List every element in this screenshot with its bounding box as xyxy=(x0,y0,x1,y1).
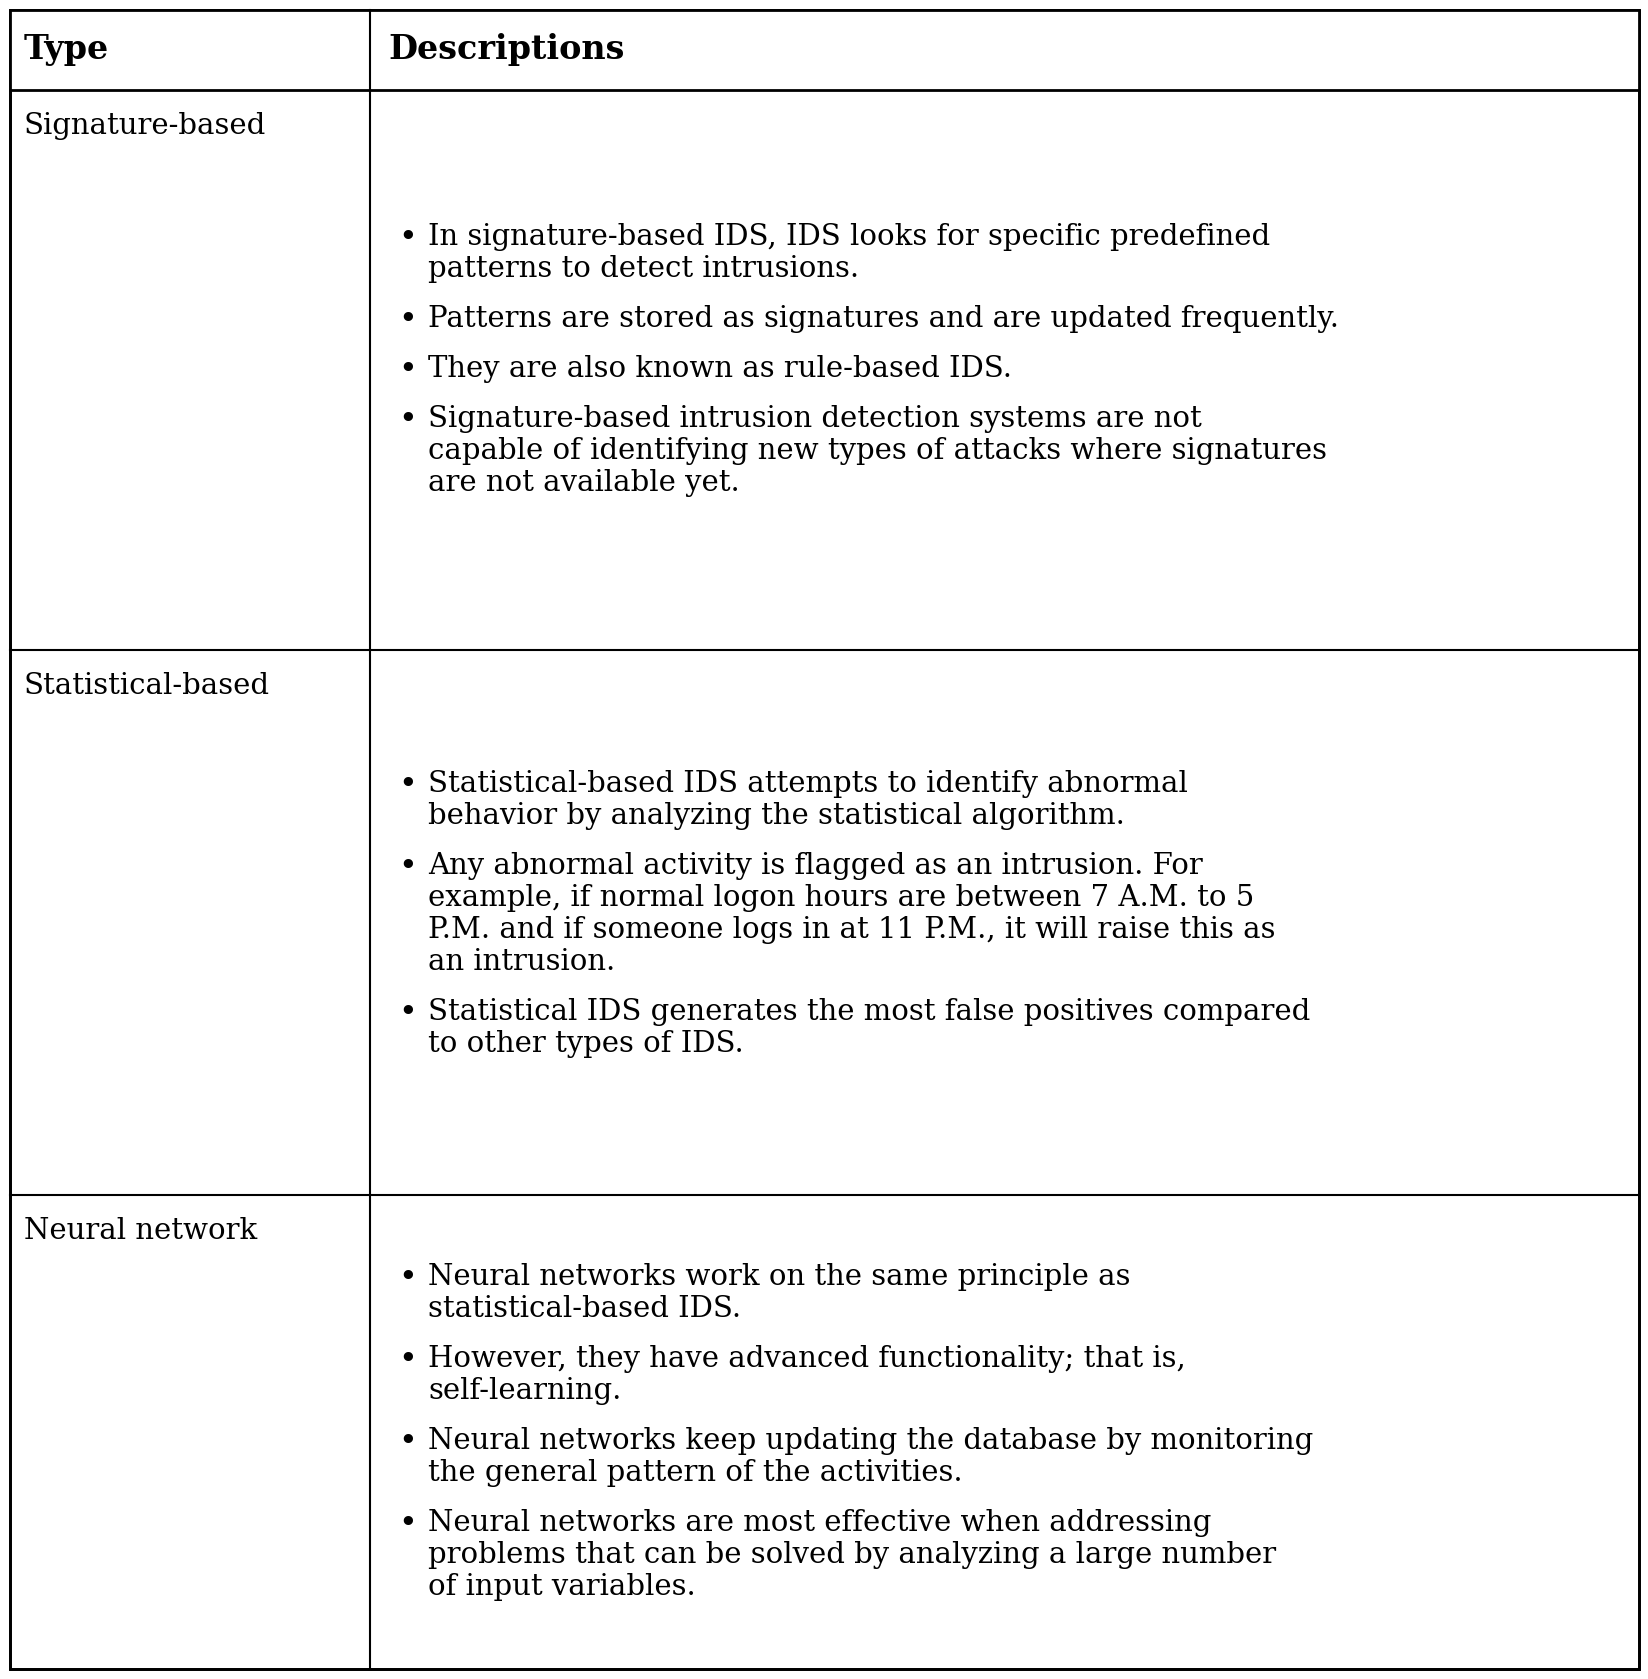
Text: Descriptions: Descriptions xyxy=(387,34,625,67)
Text: problems that can be solved by analyzing a large number: problems that can be solved by analyzing… xyxy=(428,1541,1276,1568)
Text: are not available yet.: are not available yet. xyxy=(428,468,740,497)
Text: Any abnormal activity is flagged as an intrusion. For: Any abnormal activity is flagged as an i… xyxy=(428,853,1201,880)
Text: •: • xyxy=(397,1427,417,1457)
Text: self-learning.: self-learning. xyxy=(428,1377,621,1405)
Text: Statistical-based: Statistical-based xyxy=(25,672,270,700)
Text: •: • xyxy=(397,354,417,386)
Text: •: • xyxy=(397,1509,417,1540)
Text: •: • xyxy=(397,223,417,254)
Text: capable of identifying new types of attacks where signatures: capable of identifying new types of atta… xyxy=(428,437,1327,465)
Text: statistical-based IDS.: statistical-based IDS. xyxy=(428,1295,740,1323)
Text: Neural networks keep updating the database by monitoring: Neural networks keep updating the databa… xyxy=(428,1427,1312,1456)
Text: In signature-based IDS, IDS looks for specific predefined: In signature-based IDS, IDS looks for sp… xyxy=(428,223,1269,250)
Text: •: • xyxy=(397,771,417,801)
Text: patterns to detect intrusions.: patterns to detect intrusions. xyxy=(428,255,859,284)
Text: behavior by analyzing the statistical algorithm.: behavior by analyzing the statistical al… xyxy=(428,803,1124,831)
Text: •: • xyxy=(397,306,417,336)
Text: Neural networks are most effective when addressing: Neural networks are most effective when … xyxy=(428,1509,1211,1536)
Text: •: • xyxy=(397,1263,417,1295)
Text: P.M. and if someone logs in at 11 P.M., it will raise this as: P.M. and if someone logs in at 11 P.M., … xyxy=(428,917,1274,945)
Text: •: • xyxy=(397,405,417,437)
Text: However, they have advanced functionality; that is,: However, they have advanced functionalit… xyxy=(428,1345,1185,1373)
Text: Patterns are stored as signatures and are updated frequently.: Patterns are stored as signatures and ar… xyxy=(428,306,1338,332)
Text: They are also known as rule-based IDS.: They are also known as rule-based IDS. xyxy=(428,354,1012,383)
Text: Statistical-based IDS attempts to identify abnormal: Statistical-based IDS attempts to identi… xyxy=(428,771,1187,799)
Text: •: • xyxy=(397,1345,417,1377)
Text: Neural network: Neural network xyxy=(25,1217,257,1246)
Text: •: • xyxy=(397,853,417,883)
Text: of input variables.: of input variables. xyxy=(428,1573,695,1602)
Text: Signature-based: Signature-based xyxy=(25,112,265,139)
Text: Signature-based intrusion detection systems are not: Signature-based intrusion detection syst… xyxy=(428,405,1201,433)
Text: Type: Type xyxy=(25,34,109,67)
Text: Statistical IDS generates the most false positives compared: Statistical IDS generates the most false… xyxy=(428,999,1310,1026)
Text: an intrusion.: an intrusion. xyxy=(428,949,615,977)
Text: to other types of IDS.: to other types of IDS. xyxy=(428,1031,743,1058)
Text: •: • xyxy=(397,999,417,1029)
Text: the general pattern of the activities.: the general pattern of the activities. xyxy=(428,1459,962,1488)
Text: example, if normal logon hours are between 7 A.M. to 5: example, if normal logon hours are betwe… xyxy=(428,885,1254,912)
Bar xyxy=(10,10,1638,91)
Text: Neural networks work on the same principle as: Neural networks work on the same princip… xyxy=(428,1263,1131,1291)
